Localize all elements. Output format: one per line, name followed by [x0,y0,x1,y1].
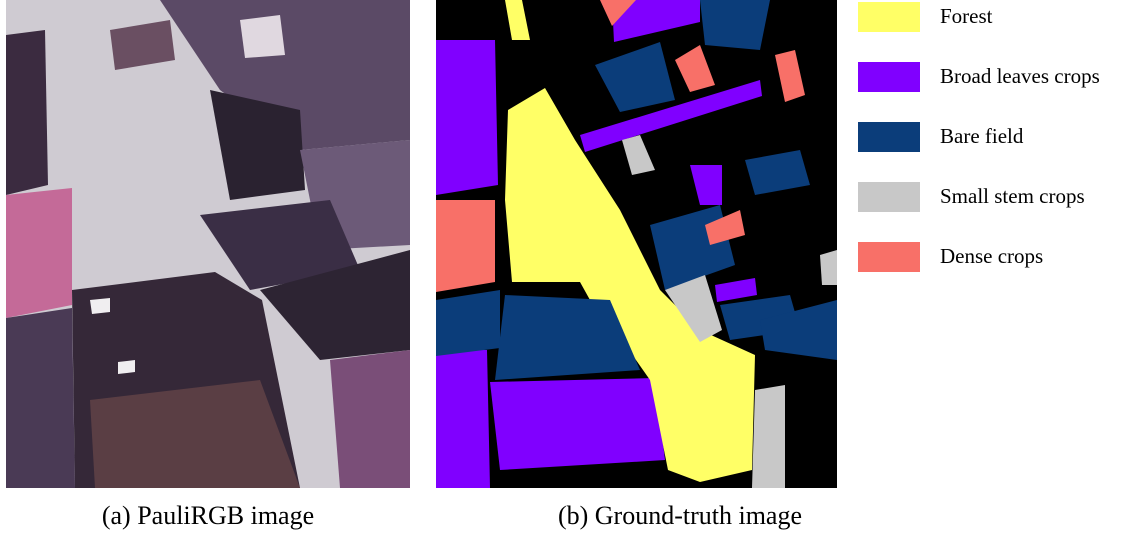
caption: (a) PauliRGB image [102,501,314,530]
legend-label: Dense crops [940,244,1043,268]
figure: (a) PauliRGB image (b) Ground-truth imag… [0,0,1146,539]
legend-label: Broad leaves crops [940,64,1100,88]
pauli-image [6,0,410,488]
legend-swatch [858,62,920,92]
ground-truth-image [436,0,837,488]
legend-swatch [858,2,920,32]
caption: (b) Ground-truth image [558,501,802,530]
legend-swatch [858,182,920,212]
legend-swatch [858,122,920,152]
legend-label: Bare field [940,124,1024,148]
legend-label: Forest [940,4,993,28]
legend-swatch [858,242,920,272]
legend-label: Small stem crops [940,184,1085,208]
legend: Forest Broad leaves crops Bare field Small … [858,2,1100,272]
